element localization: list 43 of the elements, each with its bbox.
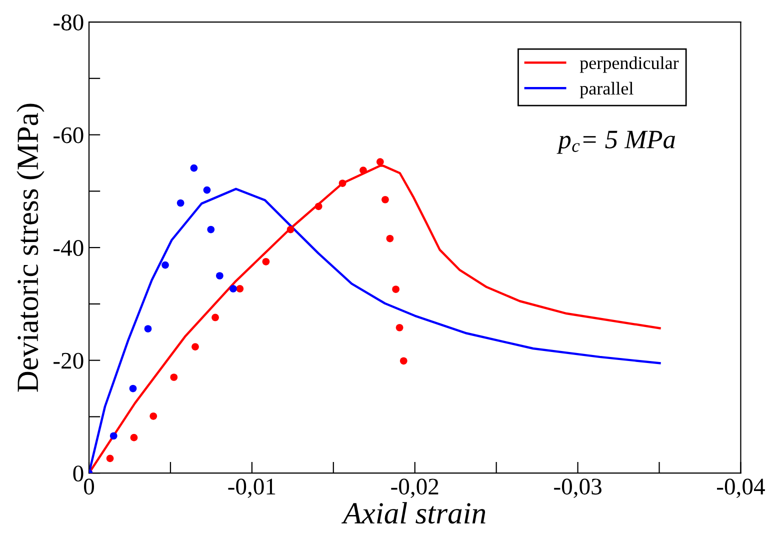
x-tick-label: -0,02 xyxy=(391,478,438,498)
point xyxy=(176,199,184,207)
y-tick-label: -40 xyxy=(54,240,84,256)
point xyxy=(162,261,169,269)
x-tick-label: -0,04 xyxy=(717,478,765,498)
x-tick-label: -0,01 xyxy=(228,478,276,498)
point xyxy=(212,314,219,322)
point xyxy=(262,258,270,266)
point xyxy=(192,343,199,350)
x-tick-label: 0 xyxy=(84,478,94,495)
point xyxy=(150,412,158,420)
point xyxy=(382,196,389,204)
point xyxy=(360,166,367,174)
y-tick-label: 0 xyxy=(73,466,84,482)
point xyxy=(106,454,114,462)
point xyxy=(376,158,384,166)
point xyxy=(130,434,138,442)
annotation: p$_{c}$= 5 MPa xyxy=(556,130,675,154)
point xyxy=(129,384,137,392)
point xyxy=(400,357,408,365)
point xyxy=(170,374,178,381)
point xyxy=(203,186,211,194)
y-tick-label: -20 xyxy=(54,352,84,369)
point xyxy=(190,164,198,172)
point xyxy=(386,234,394,242)
point xyxy=(110,432,118,440)
point xyxy=(236,285,244,292)
y-tick-label: -60 xyxy=(54,127,84,144)
point xyxy=(144,325,152,332)
x-tick-label: -0,03 xyxy=(554,478,602,498)
point xyxy=(392,286,400,293)
point xyxy=(230,285,237,292)
point xyxy=(314,202,322,210)
y-axis-title: Deviatoric stress (MPa) xyxy=(16,104,44,392)
point xyxy=(216,272,224,280)
legend-label: parallel xyxy=(580,82,634,98)
y-tick-label: -80 xyxy=(54,14,84,30)
point xyxy=(286,226,294,234)
point xyxy=(396,324,404,332)
x-axis-title: Axial strain xyxy=(341,502,486,524)
point xyxy=(207,226,215,234)
point xyxy=(338,180,346,187)
legend-label: perpendicular xyxy=(580,56,679,73)
